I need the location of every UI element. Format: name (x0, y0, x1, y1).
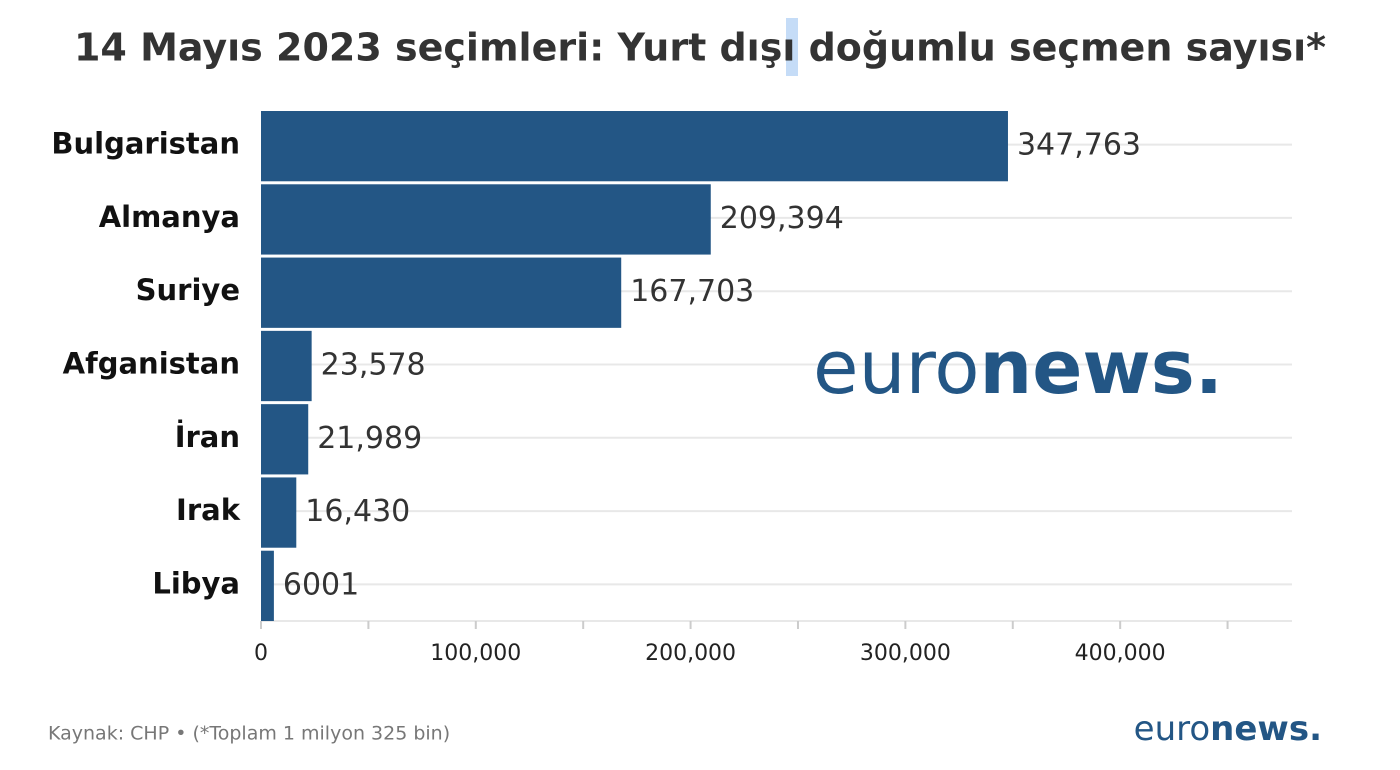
x-tick-label: 100,000 (430, 641, 521, 666)
bar (261, 257, 622, 328)
value-label: 347,763 (1017, 128, 1141, 163)
selection-highlight (786, 18, 798, 76)
value-label: 16,430 (305, 494, 410, 529)
bar (261, 404, 309, 475)
y-tick-label: Almanya (99, 200, 240, 234)
value-label: 21,989 (317, 421, 422, 456)
logo: euronews. (1134, 709, 1322, 749)
x-tick-label: 0 (254, 641, 268, 666)
y-tick-label: İran (175, 420, 240, 454)
watermark-part: news. (980, 325, 1223, 411)
logo-part: news. (1210, 709, 1322, 749)
bar (261, 477, 297, 548)
x-tick-label: 200,000 (645, 641, 736, 666)
y-tick-label: Afganistan (63, 347, 240, 381)
x-tick-label: 300,000 (860, 641, 951, 666)
value-label: 209,394 (720, 201, 844, 236)
y-tick-label: Irak (176, 493, 241, 527)
chart-title: 14 Mayıs 2023 seçimleri: Yurt dışı doğum… (74, 26, 1326, 70)
value-label: 167,703 (630, 274, 754, 309)
y-tick-label: Bulgaristan (51, 127, 240, 161)
value-label: 6001 (283, 567, 359, 602)
y-tick-label: Libya (152, 566, 240, 600)
value-label: 23,578 (321, 348, 426, 383)
watermark: euronews. (813, 325, 1223, 411)
bar (261, 550, 274, 621)
watermark-part: euro (813, 325, 980, 411)
x-tick-label: 400,000 (1075, 641, 1166, 666)
y-tick-label: Suriye (136, 273, 240, 307)
bar (261, 184, 711, 255)
source: Kaynak: CHP • (*Toplam 1 milyon 325 bin) (48, 723, 450, 745)
logo-part: euro (1134, 709, 1211, 749)
bar (261, 111, 1008, 182)
bar (261, 330, 312, 402)
